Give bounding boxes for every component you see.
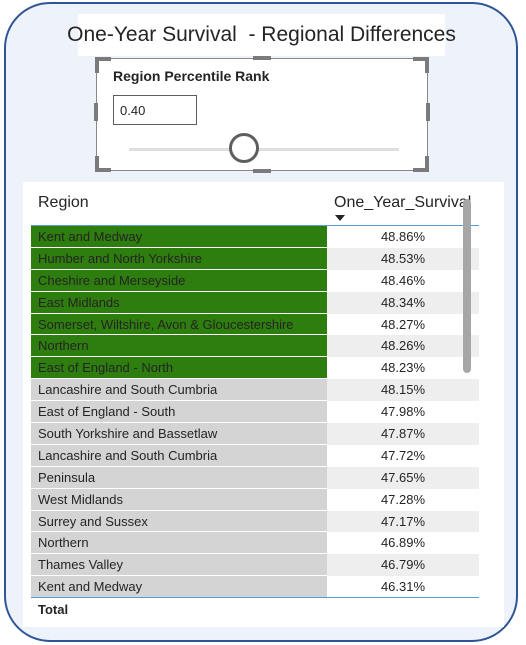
survival-value-cell: 48.34%	[327, 291, 479, 314]
region-cell: Somerset, Wiltshire, Avon & Gloucestersh…	[31, 313, 327, 336]
resize-handle-bottom[interactable]	[253, 169, 271, 173]
survival-value-cell: 46.79%	[327, 554, 479, 577]
survival-table: Region One_Year_Survival Kent and Medway…	[23, 182, 504, 627]
table-row[interactable]: Kent and Medway 46.31%	[31, 576, 479, 599]
table-row[interactable]: East Midlands 48.34%	[31, 291, 479, 314]
region-cell: Lancashire and South Cumbria	[31, 444, 327, 467]
total-label: Total	[38, 602, 69, 617]
region-cell: East Midlands	[31, 291, 327, 314]
region-cell: East of England - North	[31, 357, 327, 380]
column-header-one-year-survival[interactable]: One_Year_Survival	[334, 194, 472, 211]
survival-value-cell: 48.26%	[327, 335, 479, 358]
table-row[interactable]: South Yorkshire and Bassetlaw 47.87%	[31, 423, 479, 445]
slider-thumb[interactable]	[229, 133, 259, 163]
column-header-region[interactable]: Region	[38, 194, 89, 211]
region-cell: Peninsula	[31, 466, 327, 489]
table-body: Kent and Medway 48.86% Humber and North Yo…	[31, 226, 479, 599]
region-cell: Lancashire and South Cumbria	[31, 379, 327, 402]
region-cell: Humber and North Yorkshire	[31, 247, 327, 270]
resize-handle-top[interactable]	[253, 56, 271, 60]
table-row[interactable]: Cheshire and Merseyside 48.46%	[31, 269, 479, 292]
selection-corner	[95, 156, 111, 172]
percentile-value-input[interactable]	[113, 95, 197, 125]
table-row[interactable]: East of England - South 47.98%	[31, 401, 479, 424]
table-row[interactable]: Northern 46.89%	[31, 532, 479, 555]
total-divider	[31, 597, 479, 598]
survival-value-cell: 48.86%	[327, 226, 479, 248]
table-row[interactable]: Lancashire and South Cumbria 47.72%	[31, 444, 479, 467]
slider-track[interactable]	[129, 148, 399, 151]
sort-descending-icon	[335, 215, 345, 221]
table-row[interactable]: Peninsula 47.65%	[31, 466, 479, 489]
table-scrollbar[interactable]	[463, 199, 471, 373]
region-cell: Kent and Medway	[31, 226, 327, 248]
region-cell: Kent and Medway	[31, 576, 327, 599]
region-cell: Cheshire and Merseyside	[31, 269, 327, 292]
survival-value-cell: 47.65%	[327, 466, 479, 489]
table-row[interactable]: West Midlands 47.28%	[31, 488, 479, 511]
survival-value-cell: 48.23%	[327, 357, 479, 380]
survival-value-cell: 48.53%	[327, 247, 479, 270]
survival-value-cell: 46.31%	[327, 576, 479, 599]
survival-value-cell: 47.87%	[327, 423, 479, 445]
table-row[interactable]: Kent and Medway 48.86%	[31, 226, 479, 248]
selection-corner	[413, 57, 429, 73]
table-row[interactable]: Somerset, Wiltshire, Avon & Gloucestersh…	[31, 313, 479, 336]
region-cell: East of England - South	[31, 401, 327, 424]
percentile-rank-slicer[interactable]: Region Percentile Rank	[94, 56, 430, 173]
table-row[interactable]: East of England - North 48.23%	[31, 357, 479, 380]
selection-corner	[95, 57, 111, 73]
survival-value-cell: 48.15%	[327, 379, 479, 402]
region-cell: Surrey and Sussex	[31, 510, 327, 533]
survival-value-cell: 48.27%	[327, 313, 479, 336]
header-divider	[31, 225, 479, 226]
region-cell: Thames Valley	[31, 554, 327, 577]
region-cell: West Midlands	[31, 488, 327, 511]
table-row[interactable]: Lancashire and South Cumbria 48.15%	[31, 379, 479, 402]
survival-value-cell: 47.28%	[327, 488, 479, 511]
survival-value-cell: 46.89%	[327, 532, 479, 555]
region-cell: South Yorkshire and Bassetlaw	[31, 423, 327, 445]
region-cell: Northern	[31, 335, 327, 358]
selection-corner	[413, 156, 429, 172]
survival-value-cell: 47.98%	[327, 401, 479, 424]
survival-value-cell: 47.17%	[327, 510, 479, 533]
table-row[interactable]: Northern 48.26%	[31, 335, 479, 358]
survival-value-cell: 48.46%	[327, 269, 479, 292]
resize-handle-right[interactable]	[426, 103, 430, 121]
report-title: One-Year Survival - Regional Differences	[67, 14, 456, 56]
region-cell: Northern	[31, 532, 327, 555]
table-row[interactable]: Thames Valley 46.79%	[31, 554, 479, 577]
table-row[interactable]: Surrey and Sussex 47.17%	[31, 510, 479, 533]
table-row[interactable]: Humber and North Yorkshire 48.53%	[31, 247, 479, 270]
resize-handle-left[interactable]	[94, 103, 98, 121]
survival-value-cell: 47.72%	[327, 444, 479, 467]
slicer-title: Region Percentile Rank	[113, 68, 270, 84]
